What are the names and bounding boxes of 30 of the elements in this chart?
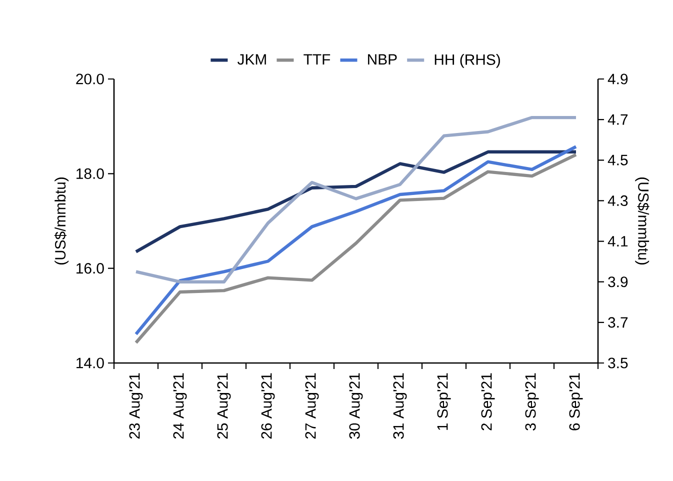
x-tick-label: 30 Aug'21 <box>349 373 363 439</box>
x-tick-label: 2 Sep'21 <box>481 373 495 430</box>
legend-label: NBP <box>368 54 397 65</box>
x-tick-label: 23 Aug'21 <box>129 373 143 439</box>
x-tick-label: 26 Aug'21 <box>261 373 275 439</box>
y-tick-label: 20.0 <box>76 74 104 84</box>
y2-axis-title: (US$/mmbtu) <box>635 178 650 264</box>
y2-tick-label: 4.3 <box>608 195 628 206</box>
y2-tick-label: 4.5 <box>608 154 628 166</box>
x-tick-label: 31 Aug'21 <box>393 373 407 439</box>
y-tick-label: 16.0 <box>76 263 104 274</box>
y2-tick-label: 4.7 <box>608 114 628 125</box>
x-tick-label: 27 Aug'21 <box>305 373 319 439</box>
legend-label: JKM <box>238 54 266 65</box>
x-tick-label: 1 Sep'21 <box>437 373 451 430</box>
legend-label: TTF <box>304 54 330 65</box>
legend-label: HH (RHS) <box>434 54 500 68</box>
line-series <box>134 116 578 284</box>
x-tick-label: 6 Sep'21 <box>569 373 583 430</box>
y-tick-label: 18.0 <box>76 168 104 179</box>
x-tick-label: 24 Aug'21 <box>173 373 187 439</box>
y2-tick-label: 3.7 <box>608 317 628 328</box>
x-tick-label: 25 Aug'21 <box>217 373 231 439</box>
x-tick-label: 3 Sep'21 <box>525 373 539 430</box>
y-tick-label: 14.0 <box>76 358 104 368</box>
y2-tick-label: 4.1 <box>608 236 628 246</box>
y-axis-title: (US$/mmbtu) <box>54 178 69 265</box>
y2-tick-label: 3.5 <box>608 358 628 368</box>
y2-tick-label: 3.9 <box>608 276 628 288</box>
y2-tick-label: 4.9 <box>608 74 628 84</box>
